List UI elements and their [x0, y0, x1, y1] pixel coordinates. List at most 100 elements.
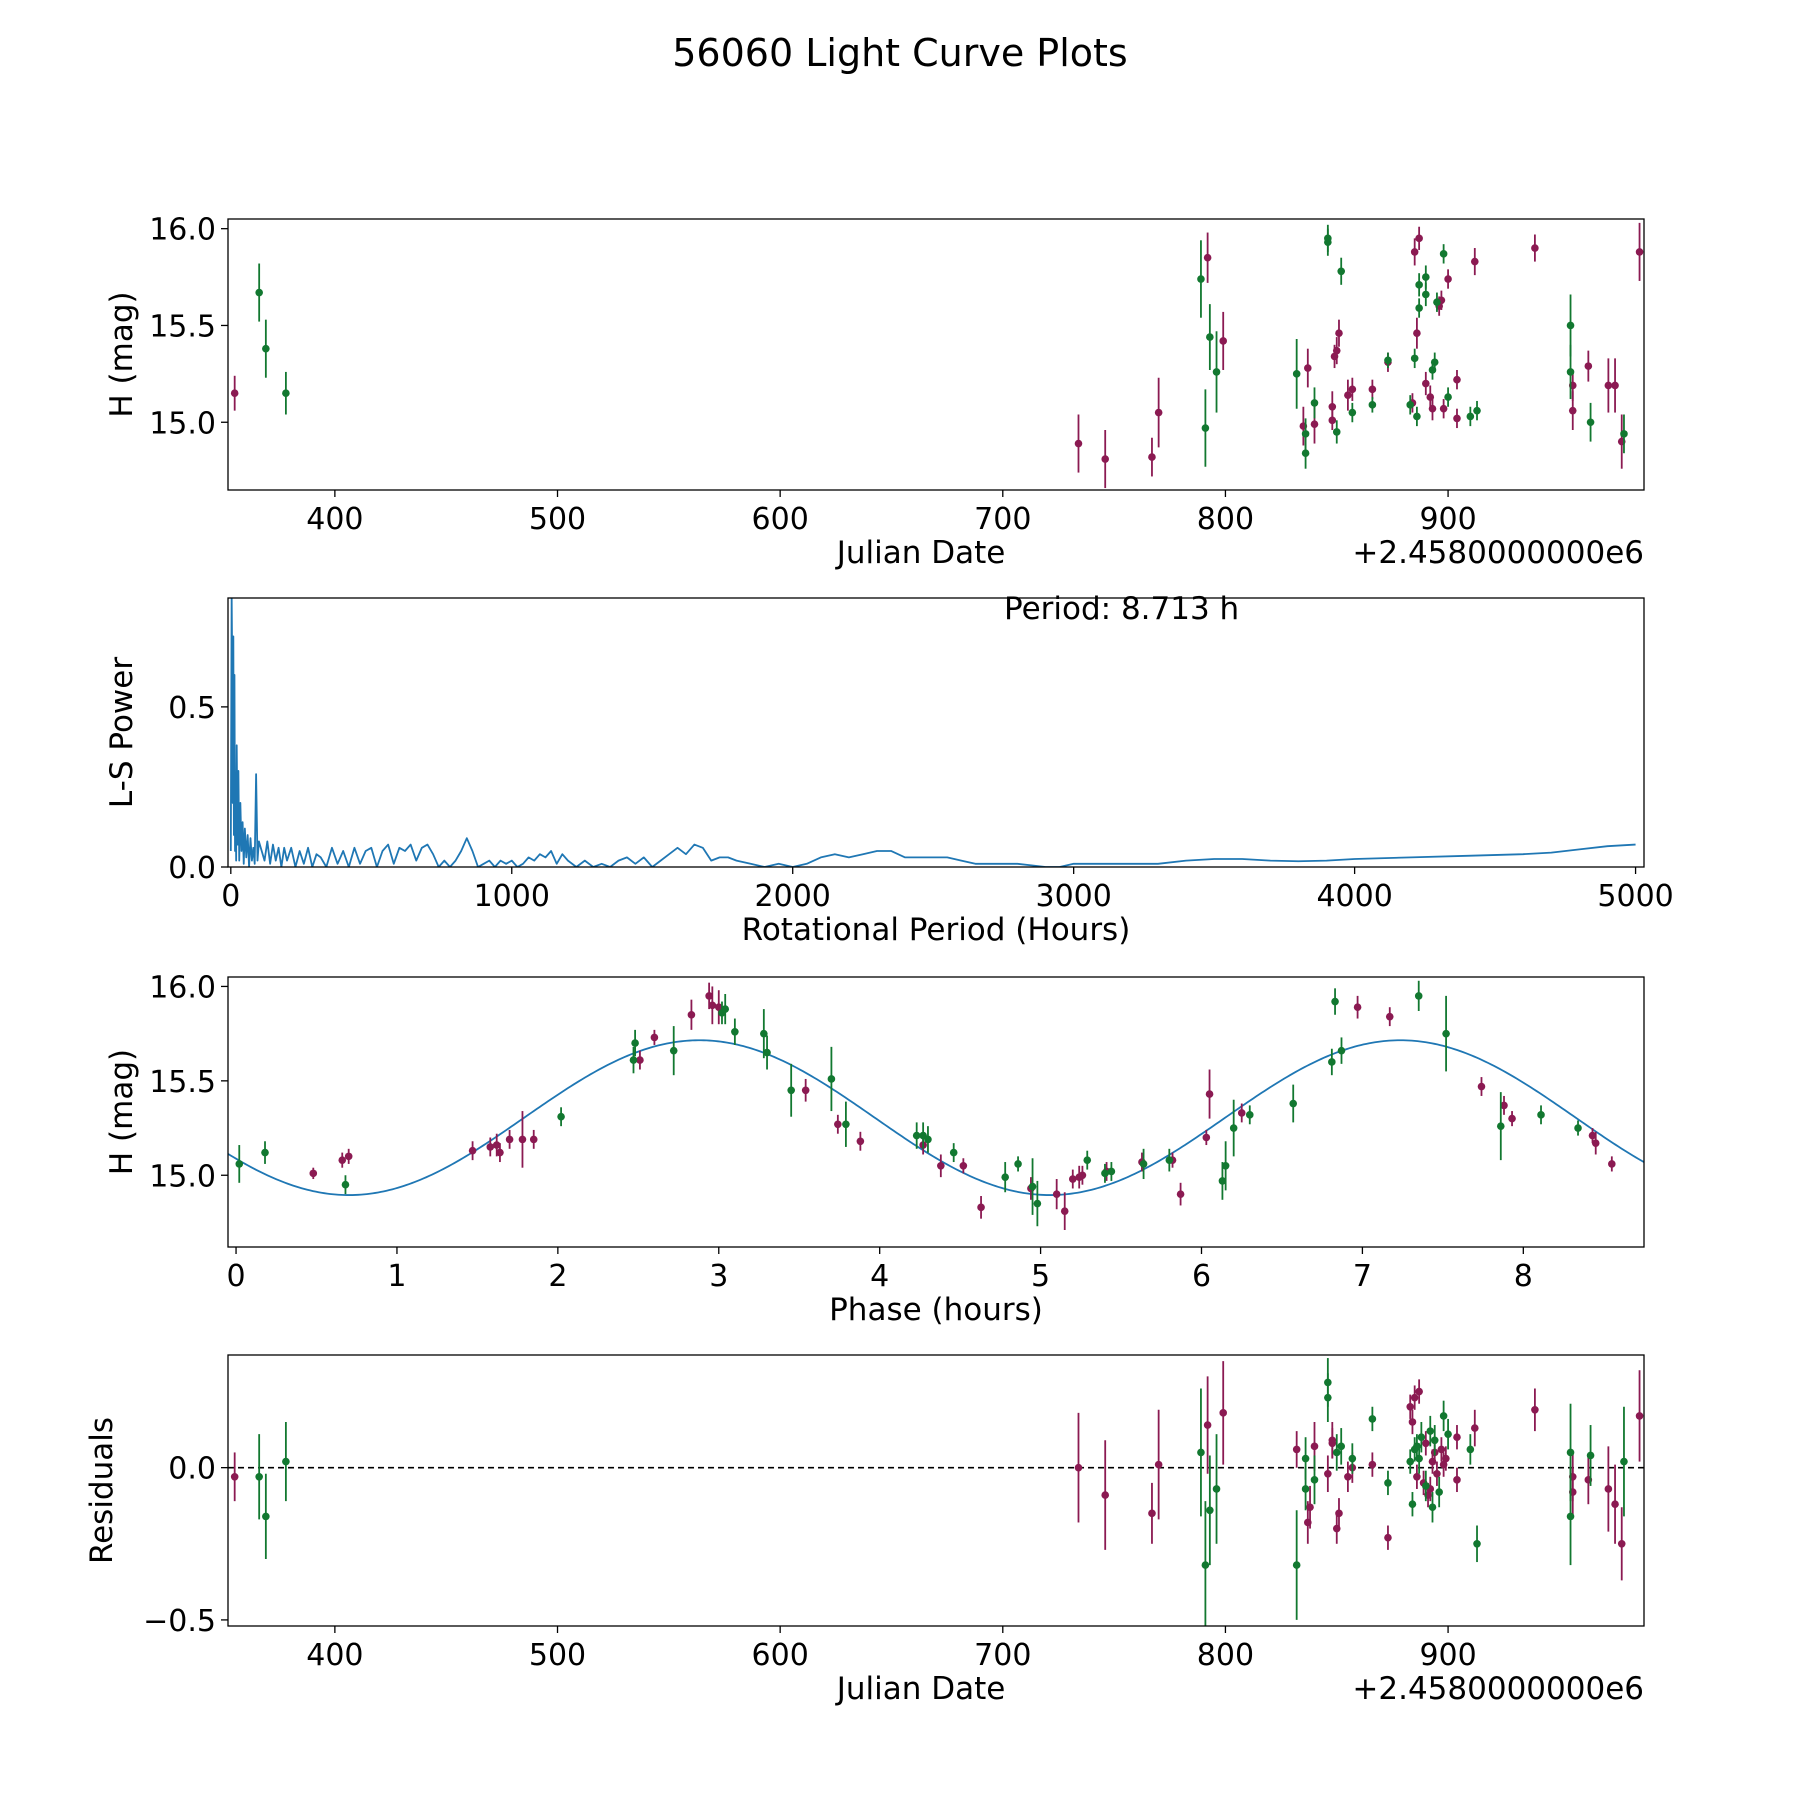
data-point — [801, 1078, 810, 1102]
y-axis-label: H (mag) — [104, 1049, 140, 1175]
data-point — [1197, 1388, 1205, 1517]
data-point — [1586, 1425, 1595, 1486]
data-point — [1531, 1388, 1539, 1432]
x-tick-label: 700 — [974, 502, 1031, 537]
point-marker — [1611, 1500, 1619, 1509]
data-point — [937, 1154, 945, 1178]
point-marker — [1415, 304, 1423, 312]
point-marker — [1435, 1488, 1443, 1496]
data-point — [1203, 1376, 1212, 1474]
x-tick-label: 7 — [1353, 1259, 1372, 1294]
data-point — [1415, 1379, 1423, 1404]
data-point — [1413, 317, 1421, 349]
point-marker — [1422, 290, 1430, 299]
x-tick-label: 700 — [974, 1638, 1031, 1673]
point-marker — [1328, 1439, 1337, 1448]
point-marker — [1422, 379, 1430, 388]
point-marker — [1301, 1485, 1310, 1493]
point-marker — [1306, 1503, 1314, 1512]
point-marker — [1453, 1433, 1461, 1442]
data-point — [1083, 1150, 1092, 1170]
x-tick-label: 0 — [221, 879, 240, 914]
point-marker — [1442, 1029, 1450, 1038]
data-point — [1237, 1103, 1246, 1123]
point-marker — [1588, 1131, 1597, 1140]
point-marker — [1331, 997, 1339, 1006]
light-curve-panel: 400 500 600 700 800 900 15.0 15.5 16.0 Julian Dat… — [104, 213, 1645, 571]
data-point — [650, 1029, 659, 1045]
x-tick-label: 5 — [1031, 1259, 1050, 1294]
point-marker — [1433, 298, 1441, 307]
data-point — [1301, 1467, 1310, 1511]
point-marker — [1444, 393, 1452, 401]
data-point — [1202, 1129, 1211, 1146]
point-marker — [1368, 1415, 1377, 1423]
point-marker — [1301, 449, 1310, 458]
point-marker — [1584, 362, 1593, 370]
data-point — [261, 1141, 269, 1164]
x-tick-label: 5000 — [1597, 879, 1673, 914]
data-point — [1384, 1525, 1392, 1550]
data-point — [1442, 1446, 1450, 1471]
data-point — [1414, 980, 1423, 1011]
data-point — [1033, 1180, 1042, 1227]
point-marker — [1617, 1539, 1626, 1548]
data-point — [1406, 395, 1415, 415]
periodogram-axes-frame — [227, 597, 1645, 868]
point-marker — [1154, 408, 1163, 417]
point-marker — [309, 1169, 318, 1178]
point-marker — [1368, 1460, 1377, 1469]
data-point — [1324, 1455, 1332, 1493]
data-point — [1591, 1131, 1600, 1155]
point-marker — [1197, 275, 1205, 283]
point-marker — [1500, 1101, 1508, 1110]
point-marker — [1335, 1509, 1343, 1518]
point-marker — [1324, 234, 1332, 243]
point-marker — [1466, 412, 1475, 421]
data-point — [1385, 1007, 1394, 1027]
data-point — [1107, 1162, 1116, 1181]
data-point — [255, 1434, 263, 1520]
data-point — [787, 1063, 795, 1117]
data-point — [1439, 399, 1448, 419]
point-marker — [1139, 1160, 1148, 1168]
data-point — [1574, 1120, 1582, 1136]
point-marker — [1430, 1436, 1439, 1445]
data-point — [977, 1196, 985, 1219]
point-marker — [1537, 1111, 1545, 1119]
point-marker — [1353, 1003, 1362, 1012]
point-marker — [344, 1152, 353, 1161]
point-marker — [1410, 1393, 1419, 1402]
point-marker — [1385, 1012, 1394, 1021]
point-marker — [1310, 399, 1319, 407]
point-marker — [834, 1120, 842, 1129]
x-tick-label: 500 — [529, 502, 586, 537]
x-tick-label: 500 — [529, 1638, 586, 1673]
point-marker — [959, 1162, 968, 1170]
data-point — [912, 1122, 921, 1149]
point-marker — [856, 1137, 865, 1146]
point-marker — [1148, 1509, 1156, 1518]
point-marker — [1415, 1387, 1423, 1396]
point-marker — [1348, 408, 1357, 417]
data-point — [1212, 1434, 1221, 1544]
data-point — [631, 1029, 639, 1057]
data-point — [1430, 352, 1439, 372]
data-point — [1406, 1394, 1415, 1419]
data-point — [1439, 1400, 1448, 1432]
point-marker — [705, 992, 713, 1000]
data-point — [949, 1143, 958, 1163]
data-point — [230, 375, 239, 411]
data-point — [1368, 1406, 1377, 1432]
data-point — [235, 1145, 244, 1183]
point-marker — [1033, 1199, 1042, 1208]
x-tick-label: 600 — [752, 1638, 809, 1673]
light-curve-filter-green-series — [255, 224, 1628, 469]
data-point — [959, 1158, 968, 1174]
y-tick-label: −0.5 — [143, 1604, 216, 1639]
data-point — [1165, 1148, 1174, 1172]
y-tick-label: 0.0 — [168, 1452, 216, 1487]
data-point — [1426, 1415, 1435, 1447]
point-marker — [1428, 404, 1437, 413]
data-point — [1201, 389, 1210, 467]
